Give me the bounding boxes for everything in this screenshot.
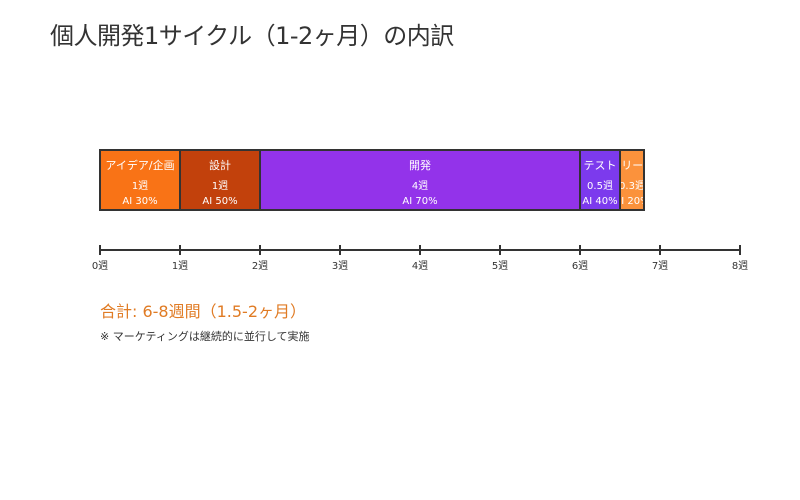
bar-duration-label: 1週 (132, 180, 148, 192)
bar-phase-label: リリース (610, 159, 653, 172)
x-tick-label: 6週 (572, 260, 588, 272)
bar-phase-label: テスト (584, 159, 617, 172)
x-axis: 0週 1週 2週 3週 4週 5週 6週 7週 8週 (92, 245, 748, 272)
bar-rect (179, 149, 261, 211)
x-tick-label: 5週 (492, 260, 508, 272)
bar-segment-1: 設計 1週 AI 50% (179, 149, 261, 211)
page-title: 個人開発1サイクル（1-2ヶ月）の内訳 (50, 22, 454, 50)
x-tick-label: 4週 (412, 260, 428, 272)
bar-segment-0: アイデア/企画 1週 AI 30% (99, 149, 181, 211)
bar-duration-label: 0.5週 (587, 180, 613, 192)
x-tick-label: 8週 (732, 260, 748, 272)
bar-segment-3: テスト 0.5週 AI 40% (579, 149, 621, 211)
bar-segment-2: 開発 4週 AI 70% (259, 149, 581, 211)
bar-duration-label: 0.3週 (619, 180, 645, 192)
bar-phase-label: 設計 (209, 158, 231, 172)
bar-rect (619, 149, 645, 211)
bar-duration-label: 1週 (212, 180, 228, 192)
bar-rect (579, 149, 621, 211)
total-duration-text: 合計: 6-8週間（1.5-2ヶ月） (100, 302, 307, 321)
x-tick-label: 1週 (172, 260, 188, 272)
bar-ai-label: AI 70% (402, 196, 437, 207)
x-tick-label: 3週 (332, 260, 348, 272)
marketing-note: ※ マーケティングは継続的に並行して実施 (100, 330, 310, 343)
bar-rect (259, 149, 581, 211)
x-tick-label: 7週 (652, 260, 668, 272)
bar-phase-label: 開発 (409, 158, 431, 172)
bar-ai-label: AI 50% (202, 196, 237, 207)
bar-ai-label: AI 30% (122, 196, 157, 207)
bar-rect (99, 149, 181, 211)
bar-segment-4: リリース 0.3週 AI 20% (610, 149, 653, 211)
bar-duration-label: 4週 (412, 180, 428, 192)
bar-ai-label: AI 40% (582, 196, 617, 207)
x-tick-label: 2週 (252, 260, 268, 272)
x-tick-label: 0週 (92, 260, 108, 272)
bar-phase-label: アイデア/企画 (105, 158, 174, 172)
bar-ai-label: AI 20% (614, 196, 649, 207)
